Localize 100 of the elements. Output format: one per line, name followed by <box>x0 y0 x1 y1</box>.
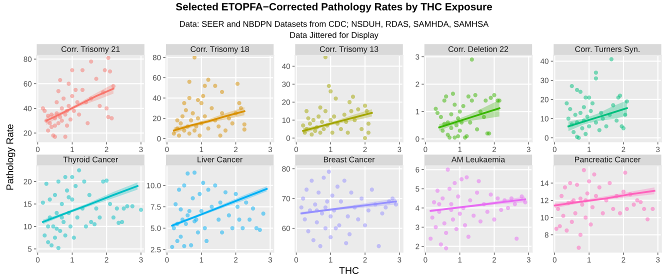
point <box>182 101 186 106</box>
point <box>130 204 134 208</box>
point <box>338 199 344 204</box>
point <box>435 188 440 193</box>
point <box>49 243 54 248</box>
point <box>320 211 324 216</box>
point <box>514 236 519 241</box>
point <box>192 170 197 175</box>
point <box>485 210 490 214</box>
point <box>459 177 464 182</box>
point <box>474 127 480 132</box>
point <box>174 202 178 206</box>
point <box>61 220 66 224</box>
point <box>597 185 602 190</box>
point <box>178 207 183 212</box>
point <box>114 206 119 211</box>
point <box>566 116 571 121</box>
point <box>450 92 456 96</box>
point <box>456 194 460 199</box>
point <box>187 131 192 136</box>
chart-title: Liver Cancer <box>198 156 243 162</box>
point <box>609 57 614 62</box>
point <box>586 179 592 184</box>
point <box>384 205 388 210</box>
point <box>125 204 130 208</box>
point <box>614 118 619 123</box>
point <box>76 112 82 117</box>
point <box>46 240 50 244</box>
point <box>328 214 333 218</box>
point <box>199 101 204 106</box>
point <box>478 219 483 224</box>
point <box>570 220 574 224</box>
chart-title: Pancreatic Cancer <box>575 156 640 162</box>
point <box>506 206 510 210</box>
point <box>213 183 218 188</box>
point <box>432 200 436 204</box>
point <box>468 198 472 202</box>
point <box>594 194 598 198</box>
point <box>337 223 342 228</box>
point <box>335 184 340 189</box>
point <box>574 88 580 92</box>
point <box>187 208 192 214</box>
point <box>323 226 328 230</box>
point <box>350 94 356 99</box>
point <box>176 133 182 138</box>
point <box>170 244 174 250</box>
point <box>216 218 221 222</box>
point <box>338 126 344 132</box>
point <box>61 96 66 101</box>
point <box>334 226 338 230</box>
point <box>60 106 64 110</box>
point <box>56 89 60 94</box>
point <box>366 130 371 135</box>
point <box>470 57 474 62</box>
point <box>638 200 643 204</box>
point <box>360 196 364 201</box>
point <box>48 197 52 202</box>
point <box>608 180 612 186</box>
point <box>492 217 496 222</box>
point <box>184 108 188 112</box>
point <box>328 235 333 240</box>
point <box>58 78 62 82</box>
point <box>574 182 580 187</box>
point <box>196 230 200 235</box>
chart-title: Corr. Trisomy 21 <box>61 46 120 54</box>
point <box>573 211 578 216</box>
point <box>578 110 583 115</box>
point <box>306 116 310 120</box>
point <box>199 208 204 214</box>
point <box>594 76 598 80</box>
point <box>187 80 192 84</box>
point <box>578 196 583 201</box>
point <box>94 206 98 211</box>
point <box>63 174 68 180</box>
point <box>75 215 80 220</box>
point <box>86 121 90 126</box>
point <box>316 190 321 195</box>
point <box>184 222 188 226</box>
point <box>226 213 232 218</box>
point <box>201 180 206 185</box>
point <box>586 124 592 128</box>
point <box>182 183 186 188</box>
point <box>188 243 194 248</box>
point <box>58 228 62 234</box>
point <box>342 178 346 183</box>
point <box>87 192 92 198</box>
point <box>92 222 97 226</box>
point <box>632 202 636 207</box>
point <box>101 179 106 184</box>
point <box>458 109 462 114</box>
point <box>320 120 324 124</box>
chart-title: AM Leukaemia <box>451 156 506 162</box>
point <box>216 124 221 129</box>
point <box>568 106 572 112</box>
point <box>449 126 454 130</box>
point <box>68 224 73 229</box>
point <box>89 59 94 64</box>
chart-title: Corr. Trisomy 13 <box>320 46 378 54</box>
point <box>592 172 596 177</box>
point <box>458 212 462 216</box>
